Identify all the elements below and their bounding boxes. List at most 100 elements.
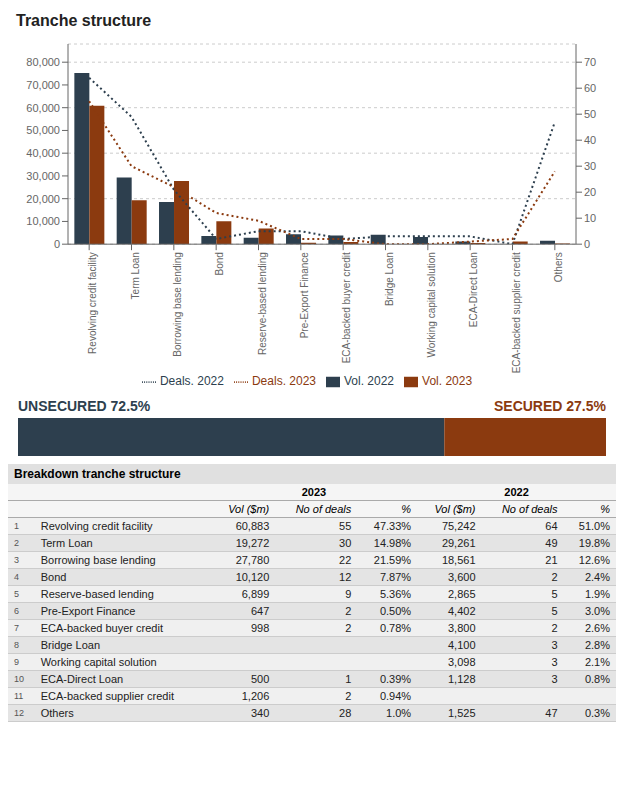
svg-text:70,000: 70,000 [26,79,60,91]
html-text:Pre-Export Finance: Pre-Export Finance [40,605,136,617]
html-text:Breakdown tranche structure: Breakdown tranche structure [14,467,181,481]
html-text:4,402: 4,402 [448,605,476,617]
svg-text:60: 60 [584,82,596,94]
svg-text:Reserve-based lending: Reserve-based lending [257,252,268,355]
html-text:2.6%: 2.6% [584,622,610,634]
html-text:27,780: 27,780 [235,554,270,566]
svg-text:ECA-Direct Loan: ECA-Direct Loan [468,252,479,327]
html-text:51.0%: 51.0% [578,520,610,532]
html-text:Vol ($m): Vol ($m) [434,503,476,515]
html-text:12: 12 [339,571,352,583]
html-text:ECA-backed supplier credit: ECA-backed supplier credit [40,690,174,702]
html-text:3,098: 3,098 [448,656,476,668]
html-text:19.8%: 19.8% [578,537,610,549]
html-text:0.50%: 0.50% [379,605,412,617]
html-text:2.4%: 2.4% [584,571,610,583]
svg-text:50,000: 50,000 [26,124,60,136]
html-text:49: 49 [545,537,558,549]
html-text:Bond: Bond [40,571,67,583]
html-text:Revolving credit facility: Revolving credit facility [40,520,153,532]
html-text:ECA-Direct Loan: ECA-Direct Loan [40,673,124,685]
html-text:2.1%: 2.1% [584,656,610,668]
svg-text:ECA-backed buyer credit: ECA-backed buyer credit [341,252,352,363]
svg-text:40,000: 40,000 [26,147,60,159]
html-text:1,128: 1,128 [448,673,476,685]
html-text:Vol. 2022: Vol. 2022 [344,374,394,389]
html-text:0.39%: 0.39% [379,673,412,685]
html-text:Vol. 2023: Vol. 2023 [422,374,473,389]
html-text:0.78%: 0.78% [379,622,412,634]
html-text:4,100: 4,100 [448,639,476,651]
svg-text:Working capital solution: Working capital solution [426,252,437,357]
svg-text:0: 0 [584,238,590,250]
svg-text:30: 30 [584,160,596,172]
html-text:29,261: 29,261 [441,537,476,549]
svg-text:Borrowing base lending: Borrowing base lending [172,252,183,357]
html-text:1.9%: 1.9% [584,588,610,600]
svg-text:SECURED 27.5%: SECURED 27.5% [494,398,607,414]
html-text:1,206: 1,206 [241,690,270,702]
svg-text:80,000: 80,000 [26,56,60,68]
svg-text:Pre-Export Finance: Pre-Export Finance [299,252,310,339]
svg-text:Bridge Loan: Bridge Loan [384,252,395,306]
html-text:Deals. 2022: Deals. 2022 [159,374,224,389]
svg-text:Bond: Bond [214,252,225,275]
html-text:6,899: 6,899 [241,588,270,600]
html-text:Borrowing base lending: Borrowing base lending [40,554,156,566]
svg-text:50: 50 [584,108,596,120]
svg-text:10,000: 10,000 [26,215,60,227]
html-text:Bridge Loan: Bridge Loan [40,639,100,651]
svg-text:ECA-backed supplier credit: ECA-backed supplier credit [511,252,522,373]
html-text:47.33%: 47.33% [373,520,412,532]
html-text:2.8%: 2.8% [584,639,610,651]
svg-text:0: 0 [54,238,60,250]
html-text:0.94%: 0.94% [379,690,412,702]
svg-text:20,000: 20,000 [26,193,60,205]
html-text:5.36%: 5.36% [379,588,412,600]
html-text:Reserve-based lending: Reserve-based lending [40,588,154,600]
html-text:Tranche structure: Tranche structure [16,12,152,29]
html-text:Deals. 2023: Deals. 2023 [252,374,316,389]
html-text:3,600: 3,600 [448,571,476,583]
html-text:500: 500 [250,673,270,685]
svg-text:Revolving credit facility: Revolving credit facility [87,252,98,354]
html-text:2023: 2023 [301,486,327,498]
html-text:14.98%: 14.98% [373,537,412,549]
html-text:19,272: 19,272 [235,537,270,549]
html-text:No of deals: No of deals [501,503,558,515]
html-text:18,561: 18,561 [441,554,476,566]
html-text:0.8%: 0.8% [584,673,610,685]
html-text:30: 30 [339,537,352,549]
html-text:55: 55 [339,520,352,532]
html-text:12.6%: 12.6% [578,554,610,566]
html-text:647: 647 [250,605,270,617]
html-text:2,865: 2,865 [448,588,476,600]
svg-text:60,000: 60,000 [26,102,60,114]
html-text:60,883: 60,883 [235,520,270,532]
html-text:3,800: 3,800 [448,622,476,634]
html-text:Working capital solution: Working capital solution [40,656,157,668]
html-text:No of deals: No of deals [295,503,352,515]
html-text:2022: 2022 [504,486,529,498]
svg-text:10: 10 [584,212,596,224]
html-text:998: 998 [250,622,270,634]
html-text:64: 64 [545,520,558,532]
html-text:21: 21 [545,554,558,566]
svg-text:Others: Others [553,252,564,282]
html-text:3.0%: 3.0% [584,605,610,617]
svg-text:40: 40 [584,134,596,146]
svg-text:Term Loan: Term Loan [130,252,141,299]
html-text:Others: Others [40,707,74,719]
html-text:Term Loan: Term Loan [40,537,93,549]
html-text:75,242: 75,242 [441,520,476,532]
html-text:ECA-backed buyer credit: ECA-backed buyer credit [40,622,163,634]
html-text:22: 22 [339,554,352,566]
svg-text:30,000: 30,000 [26,170,60,182]
html-text:Vol ($m): Vol ($m) [228,503,270,515]
html-text:7.87%: 7.87% [379,571,412,583]
html-text:10,120: 10,120 [235,571,270,583]
html-text:21.59%: 21.59% [373,554,412,566]
svg-text:20: 20 [584,186,596,198]
svg-text:UNSECURED 72.5%: UNSECURED 72.5% [18,398,151,414]
svg-text:70: 70 [584,56,596,68]
